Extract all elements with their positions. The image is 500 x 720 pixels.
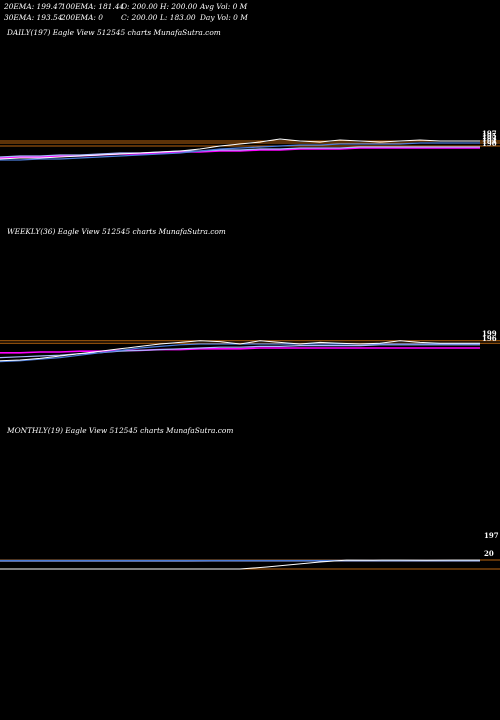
series-line-2-0 (0, 559, 480, 570)
series-line-1-3 (0, 347, 480, 354)
stat-30ema: 30EMA: 193.54 (4, 13, 63, 22)
stat-high: H: 200.00 (160, 2, 198, 11)
axis-label-1-1: 196 (482, 334, 497, 343)
series-line-0-2 (0, 146, 480, 158)
weekly-chart-title: WEEKLY(36) Eagle View 512545 charts Muna… (7, 227, 226, 236)
axis-label-2-1: 20 (484, 549, 494, 558)
series-line-0-1 (0, 142, 480, 161)
axis-label-1-0: 199 (482, 329, 497, 338)
stat-open: O: 200.00 (121, 2, 158, 11)
stat-day-vol: Day Vol: 0 M (200, 13, 248, 22)
axis-label-0-1: 195 (482, 132, 497, 141)
stat-low: L: 183.00 (160, 13, 196, 22)
stat-100ema: 100EMA: 181.44 (61, 2, 125, 11)
daily-chart-title: DAILY(197) Eagle View 512545 charts Muna… (7, 28, 221, 37)
stat-close: C: 200.00 (121, 13, 158, 22)
series-line-1-0 (0, 340, 480, 362)
stat-20ema: 20EMA: 199.47 (4, 2, 63, 11)
stat-avg-vol: Avg Vol: 0 M (200, 2, 248, 11)
axis-label-0-2: 193 (482, 134, 497, 143)
series-line-0-0 (0, 138, 480, 160)
axis-label-0-4: 190 (482, 139, 497, 148)
monthly-chart-title: MONTHLY(19) Eagle View 512545 charts Mun… (7, 426, 234, 435)
axis-label-2-0: 197 (484, 531, 499, 540)
axis-label-0-0: 197 (482, 129, 497, 138)
stat-200ema: 200EMA: 0 (61, 13, 103, 22)
axis-label-0-3: 191 (482, 137, 497, 146)
